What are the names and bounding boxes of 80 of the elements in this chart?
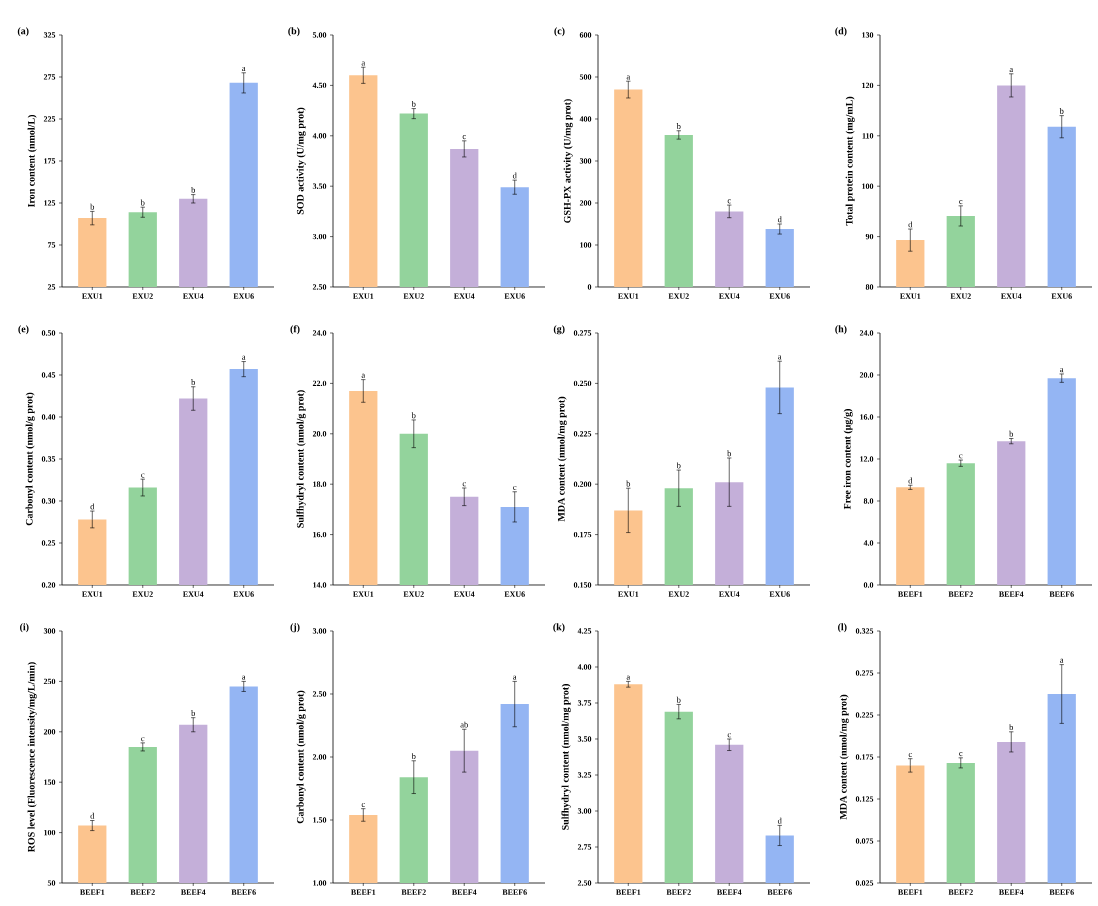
bar <box>1047 378 1076 585</box>
annotation: a <box>778 355 782 360</box>
y-axis-title: Sulfhydryl content (nmol/mg prot) <box>561 684 571 830</box>
annotation: b <box>411 100 416 107</box>
annotation: c <box>908 752 912 757</box>
annotation: b <box>191 379 196 386</box>
annotation: b <box>90 203 95 210</box>
annotation: c <box>141 737 145 742</box>
chart-title: (a) <box>17 27 29 37</box>
chart-title: (b) <box>288 27 300 37</box>
y-axis-title: Carbonyl content (nmol/g prot) <box>296 690 306 824</box>
annotation: b <box>1009 430 1014 437</box>
bar <box>946 463 975 585</box>
chart-title: (h) <box>835 325 847 335</box>
bar <box>765 229 794 287</box>
y-axis-title: Carbonyl content (nmol/g prot) <box>25 392 35 526</box>
annotation: d <box>512 172 517 179</box>
annotation: c <box>513 485 517 491</box>
annotation: d <box>908 477 913 484</box>
annotation: b <box>727 450 732 457</box>
y-axis-title: Total protein content (mg/mL) <box>845 96 855 226</box>
bar <box>614 89 643 287</box>
annotation: a <box>242 67 246 72</box>
annotation: a <box>626 675 631 680</box>
annotation: a <box>1060 658 1064 663</box>
annotation: d <box>90 503 95 510</box>
annotation: c <box>462 482 466 487</box>
annotation: a <box>626 75 631 80</box>
annotation: a <box>361 373 366 378</box>
annotation: a <box>513 675 517 680</box>
annotation: d <box>777 817 782 824</box>
annotation: b <box>191 186 196 193</box>
chart-title: (i) <box>20 623 29 633</box>
annotation: c <box>959 200 963 205</box>
chart-title: (f) <box>290 325 300 335</box>
chart-title: (j) <box>290 623 300 633</box>
chart-title: (g) <box>553 325 565 335</box>
y-axis-title: MDA content (nmol/mg prot) <box>839 694 849 820</box>
chart-title: (l) <box>838 623 847 633</box>
annotation: b <box>676 462 681 469</box>
bar <box>664 134 693 287</box>
y-axis-title: SOD activity (U/mg prot) <box>296 107 306 215</box>
chart-title: (c) <box>554 27 565 37</box>
annotation: a <box>1060 368 1064 373</box>
annotation: a <box>1009 68 1014 73</box>
annotation: c <box>959 454 963 459</box>
chart-title: (e) <box>18 325 29 335</box>
y-axis-title: ROS level (Fluorescence intensity/mg/L/min) <box>27 662 37 853</box>
chart-title: (k) <box>553 623 565 633</box>
y-axis-title: Iron content (nmol/L) <box>27 115 37 208</box>
annotation: d <box>777 216 782 223</box>
y-axis-title: Free iron content (μg/g) <box>843 409 853 510</box>
annotation: c <box>462 135 466 140</box>
annotation: d <box>908 221 913 228</box>
annotation: b <box>140 199 145 206</box>
annotation: d <box>90 812 95 819</box>
annotation: b <box>676 123 681 130</box>
annotation: a <box>242 675 246 680</box>
annotation: b <box>676 696 681 703</box>
annotation: b <box>1059 107 1064 114</box>
annotation: c <box>959 752 963 757</box>
chart-title: (d) <box>835 27 847 37</box>
annotation: a <box>361 61 366 66</box>
annotation: b <box>411 412 416 419</box>
annotation: c <box>727 733 731 738</box>
y-axis-title: Sulfhydryl content (nmol/g prot) <box>296 390 306 528</box>
annotation: b <box>1009 724 1014 731</box>
annotation: a <box>242 355 246 360</box>
annotation: b <box>411 753 416 760</box>
bar <box>997 441 1026 585</box>
annotation: ab <box>460 721 468 728</box>
bar <box>896 487 925 585</box>
annotation: c <box>141 473 145 478</box>
bar <box>715 211 744 287</box>
annotation: b <box>626 480 631 487</box>
y-axis-title: MDA content (nmol/mg prot) <box>557 396 567 522</box>
annotation: c <box>727 199 731 204</box>
annotation: b <box>191 710 196 716</box>
y-axis-title: GSH-PX activity (U/mg prot) <box>563 99 573 223</box>
annotation: c <box>361 802 365 807</box>
